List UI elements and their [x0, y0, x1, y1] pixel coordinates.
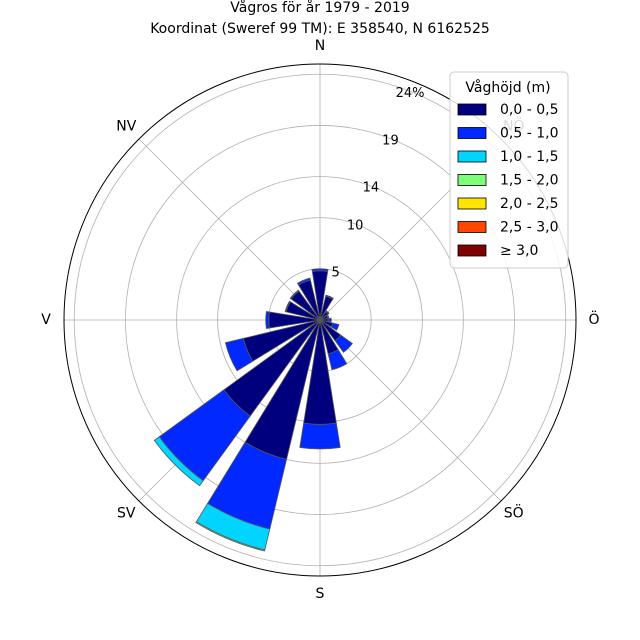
direction-label-5: SV [117, 506, 136, 522]
bar-ÖNÖ-bin-1 [326, 314, 330, 319]
legend-label-2: 1,0 - 1,5 [500, 149, 558, 165]
outer-ring [63, 63, 577, 577]
direction-label-0: N [315, 38, 325, 54]
bar-NNÖ-bin-1 [325, 294, 334, 300]
grid-spoke-3 [319, 319, 502, 502]
legend-box [449, 71, 569, 269]
bar-SSÖ-bin-1 [327, 349, 348, 371]
bar-SV-bin-2 [153, 436, 204, 487]
bar-SSV-bin-3 [195, 521, 266, 552]
radial-tick-4: 24% [396, 86, 425, 101]
legend-swatch-4 [457, 197, 487, 210]
legend-label-4: 2,0 - 2,5 [500, 196, 558, 212]
chart-title: Vågros för år 1979 - 2019 [230, 0, 409, 16]
direction-label-2: Ö [588, 310, 599, 328]
legend-swatch-2 [457, 150, 487, 163]
legend-swatch-0 [457, 103, 487, 116]
polar-frame [63, 63, 577, 577]
legend-label-6: ≥ 3,0 [500, 243, 538, 259]
bar-V-bin-1 [265, 311, 270, 329]
legend-label-3: 1,5 - 2,0 [500, 173, 558, 189]
bar-Ö-bin-1 [327, 317, 332, 323]
direction-label-6: V [41, 312, 51, 328]
bar-ÖSÖ-bin-1 [330, 322, 340, 331]
legend-label-1: 0,5 - 1,0 [500, 126, 558, 142]
direction-label-7: NV [116, 118, 136, 134]
chart-subtitle: Koordinat (Sweref 99 TM): E 358540, N 61… [150, 21, 490, 37]
legend-swatch-6 [457, 244, 487, 257]
radial-tick-labels: 5 10 14 19 24% [331, 86, 424, 281]
legend: Våghöjd (m) 0,0 - 0,5 0,5 - 1,0 1,0 - 1,5 1… [449, 71, 569, 269]
bar-SÖ-bin-1 [334, 334, 353, 353]
direction-label-4: S [316, 586, 325, 602]
legend-swatch-5 [457, 221, 487, 233]
radial-tick-1: 10 [347, 218, 364, 233]
legend-label-0: 0,0 - 0,5 [500, 102, 558, 118]
bar-NÖ-bin-1 [325, 310, 330, 315]
legend-items: 0,0 - 0,5 0,5 - 1,0 1,0 - 1,5 1,5 - 2,0 2,0 … [457, 102, 558, 259]
radial-tick-3: 19 [382, 133, 399, 148]
legend-title: Våghöjd (m) [465, 79, 550, 96]
radial-tick-0: 5 [331, 266, 339, 281]
bar-N-bin-1 [311, 268, 329, 272]
rose-bars [153, 268, 353, 552]
grid-spoke-7 [138, 138, 321, 321]
legend-label-5: 2,5 - 3,0 [500, 220, 558, 236]
bar-VSV-bin-1 [224, 337, 254, 372]
bar-NV-bin-1 [289, 289, 300, 300]
direction-label-3: SÖ [504, 504, 524, 522]
bar-S-bin-1 [299, 422, 341, 450]
radial-tick-2: 14 [363, 181, 380, 196]
bar-NNV-bin-1 [296, 277, 311, 286]
legend-swatch-1 [457, 127, 487, 139]
legend-swatch-3 [457, 174, 487, 186]
bar-VNV-bin-1 [284, 300, 291, 313]
